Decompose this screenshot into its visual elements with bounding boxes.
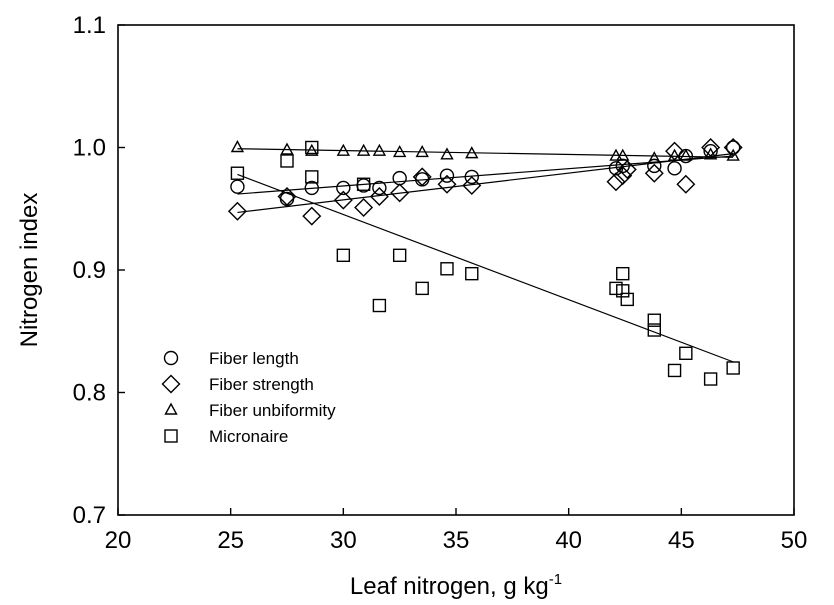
micronaire-point (280, 154, 294, 168)
fiber-length-point (667, 161, 682, 176)
fiber-unbiformity-point (440, 147, 454, 160)
y-tick-label: 1.0 (73, 135, 106, 162)
micronaire-point (305, 140, 319, 155)
fiber-strength-point (676, 174, 696, 194)
legend: Fiber length Fiber strength Fiber unbiform… (161, 349, 336, 446)
fiber-strength-point (644, 163, 664, 183)
fiber-strength-point (412, 167, 432, 187)
y-tick-label: 0.8 (73, 380, 106, 407)
fiber-unbiformity-point (230, 140, 245, 153)
legend-label-fiber-unbiformity: Fiber unbiformity (209, 401, 336, 420)
fiber-strength-point (369, 187, 389, 206)
fiber-unbiformity-point (465, 146, 479, 159)
x-tick-label: 45 (668, 527, 695, 554)
fiber-length-point (372, 180, 387, 196)
fiber-strength-point (333, 190, 353, 210)
micronaire-point (609, 281, 623, 296)
fiber-length-point (336, 180, 351, 196)
legend-marker-fiber-strength (161, 374, 181, 394)
micronaire-point (703, 372, 718, 386)
micronaire-point (356, 177, 371, 191)
micronaire-point (726, 361, 740, 375)
fiber-length-point (304, 180, 319, 196)
micronaire-point (620, 292, 634, 307)
legend-marker-fiber-unbiformity (164, 402, 178, 415)
fit-lines (237, 148, 734, 363)
x-axis-title-text: Leaf nitrogen, g kg (350, 573, 549, 600)
fiber-unbiformity-point (372, 143, 387, 156)
fiber-length-point (392, 170, 407, 186)
x-axis-title-superscript: -1 (549, 571, 562, 588)
micronaire-point (647, 313, 661, 327)
micronaire-point (305, 170, 319, 184)
fiber-length-point (230, 179, 245, 194)
micronaire-point (372, 298, 387, 313)
fiber-unbiformity-point (415, 144, 429, 158)
fiber-strength-point (723, 138, 743, 157)
fiber-unbiformity-point (703, 147, 718, 160)
fiber-unbiformity-point (305, 143, 319, 156)
micronaire-point (616, 266, 630, 281)
fiber-unbiformity-point (280, 142, 294, 155)
legend-label-fiber-length: Fiber length (209, 349, 299, 368)
x-tick-label: 50 (781, 527, 808, 554)
micronaire-point (336, 248, 351, 263)
micronaire-point (392, 248, 407, 263)
fiber-unbiformity-point (356, 143, 371, 156)
fiber-length-point (464, 169, 479, 185)
fiber-strength-point (227, 201, 247, 221)
fiber-unbiformity-fit-line (237, 148, 734, 158)
fiber-strength-point (606, 172, 626, 192)
fiber-strength-point (277, 187, 297, 206)
x-axis-title: Leaf nitrogen, g kg-1 (350, 571, 562, 600)
micronaire-point (230, 166, 245, 180)
legend-label-fiber-strength: Fiber strength (209, 375, 314, 394)
x-tick-label: 20 (105, 527, 132, 554)
micronaire-point (647, 323, 661, 337)
fiber-length-point (439, 168, 455, 183)
y-tick-label: 0.9 (73, 257, 106, 284)
axis-ticks: 20 25 30 35 40 45 50 0.7 0.8 0.9 1.0 1.1 (73, 12, 808, 554)
x-tick-label: 25 (217, 527, 244, 554)
legend-label-micronaire: Micronaire (209, 427, 288, 446)
micronaire-point (679, 346, 693, 360)
fiber-strength-point (437, 174, 457, 194)
y-axis-title: Nitrogen index (16, 193, 43, 348)
fiber-strength-point (613, 166, 633, 186)
legend-marker-micronaire (164, 429, 178, 443)
fiber-strength-point (462, 175, 482, 195)
legend-marker-fiber-length (163, 350, 179, 366)
x-tick-label: 35 (443, 527, 470, 554)
fiber-unbiformity-point (336, 143, 351, 156)
fiber-length-point (703, 143, 718, 159)
micronaire-point (667, 363, 682, 378)
fiber-length-point (279, 191, 295, 207)
fiber-unbiformity-point (616, 148, 630, 161)
fiber-strength-point (390, 183, 410, 203)
y-tick-label: 1.1 (73, 12, 106, 39)
micronaire-point (465, 266, 479, 281)
x-tick-label: 40 (555, 527, 582, 554)
fiber-unbiformity-point (392, 144, 407, 158)
fiber-unbiformity-point (647, 151, 661, 164)
fiber-unbiformity-point (726, 148, 740, 161)
fiber-unbiformity-point (609, 148, 623, 161)
micronaire-point (440, 262, 454, 276)
x-tick-label: 30 (330, 527, 357, 554)
fiber-length-point (725, 140, 741, 155)
fiber-strength-point (701, 138, 721, 157)
fiber-strength-point (354, 198, 374, 218)
fiber-unbiformity-point (667, 148, 682, 161)
micronaire-fit-line (237, 173, 734, 363)
y-tick-label: 0.7 (73, 502, 106, 529)
fiber-strength-fit-line (237, 153, 734, 214)
fiber-strength-point (302, 206, 322, 226)
fiber-length-point (647, 158, 662, 174)
micronaire-point (415, 281, 429, 296)
micronaire-point (616, 284, 630, 298)
fiber-unbiformity-point (679, 148, 693, 161)
data-markers (227, 138, 743, 386)
fiber-strength-point (617, 160, 637, 180)
